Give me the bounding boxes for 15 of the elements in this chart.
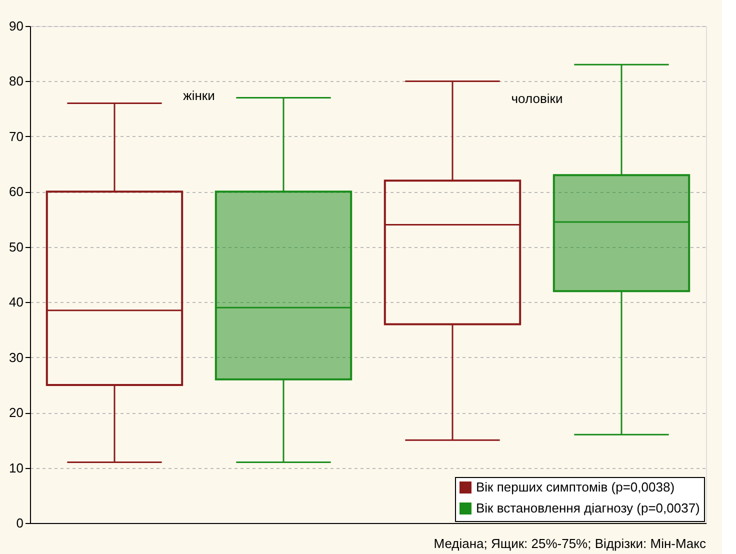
- y-tick-label: 70: [9, 128, 24, 144]
- y-tick-label: 80: [9, 74, 24, 89]
- y-tick-label: 0: [16, 516, 24, 530]
- y-tick-label: 60: [9, 184, 24, 200]
- y-tick-label: 90: [9, 18, 24, 34]
- y-tick-label: 40: [9, 294, 24, 310]
- annotation: чоловіки: [511, 91, 563, 106]
- y-tick-label: 30: [9, 350, 24, 365]
- annotation: жінки: [183, 88, 215, 103]
- text: Медіана; Ящик: 25%-75%; Відрізки: Мін-Макс: [434, 536, 706, 551]
- y-tick-label: 20: [9, 405, 24, 420]
- legend-label: Вік перших симптомів (p=0,0038): [476, 480, 675, 494]
- y-tick-label: 10: [9, 460, 24, 476]
- legend-label: Вік встановлення діагнозу (p=0,0037): [476, 500, 700, 516]
- y-tick-label: 50: [9, 239, 24, 254]
